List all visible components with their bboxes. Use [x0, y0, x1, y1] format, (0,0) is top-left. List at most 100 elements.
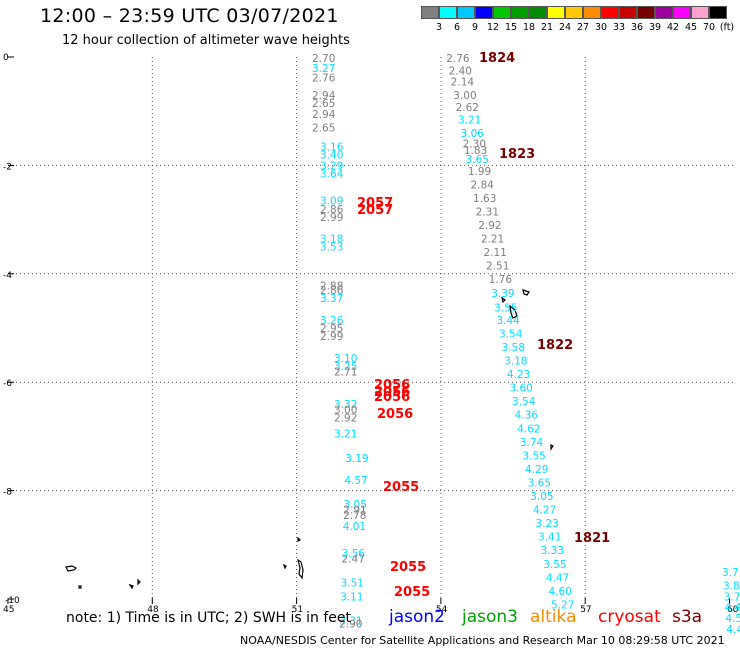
- wave-height-value: 3.09: [320, 196, 343, 208]
- wave-height-value: 3.44: [496, 315, 520, 327]
- wave-height-value: 2.51: [486, 261, 509, 273]
- lon-tick-label: 45: [3, 605, 14, 615]
- wave-height-value: 2.92: [478, 220, 501, 232]
- island-outline: [128, 583, 134, 590]
- pass-time-label: 2055: [383, 480, 419, 495]
- legend-swatch: [457, 6, 475, 19]
- wave-height-value: 3.74: [520, 437, 544, 449]
- map-grid: [8, 57, 736, 598]
- page-title: 12:00 – 23:59 UTC 03/07/2021: [40, 5, 339, 27]
- wave-height-value: 3.41: [538, 532, 561, 544]
- wave-height-value: 2.94: [312, 109, 336, 121]
- legend-label: 15: [504, 22, 518, 33]
- lat-tick-label: -10: [5, 596, 20, 606]
- lat-tick-label: -8: [3, 488, 12, 498]
- wave-height-value: 3.18: [504, 356, 527, 368]
- wave-height-value: 1.76: [489, 274, 513, 286]
- legend-label: 27: [576, 22, 590, 33]
- wave-height-value: 3.11: [340, 591, 363, 603]
- wave-height-value: 2.95: [320, 323, 343, 335]
- wave-height-value: 2.65: [312, 98, 335, 110]
- island-outline: [501, 296, 506, 304]
- wave-height-value: 5.27: [551, 599, 574, 611]
- legend-swatch: [493, 6, 511, 19]
- coastline: [65, 289, 554, 590]
- legend-label: 39: [648, 22, 662, 33]
- legend-swatch: [439, 6, 457, 19]
- wave-height-value: 4.27: [533, 505, 556, 517]
- legend-label: 42: [666, 22, 680, 33]
- mission-cryosat: cryosat: [598, 607, 661, 627]
- legend-label: 45: [684, 22, 698, 33]
- wave-height-value: 3.25: [334, 361, 357, 373]
- wave-height-value: 3.54: [499, 328, 523, 340]
- legend-swatch: [511, 6, 529, 19]
- island-outline: [282, 563, 287, 570]
- wave-height-value: 3.18: [320, 234, 343, 246]
- legend-label: 9: [471, 22, 479, 33]
- footnote: note: 1) Time is in UTC; 2) SWH is in fe…: [66, 610, 352, 626]
- wave-height-value: 2.76: [312, 73, 336, 85]
- wave-height-value: 2.21: [481, 234, 504, 246]
- island-outline: [297, 536, 302, 542]
- wave-height-value: 3.29: [320, 160, 343, 172]
- pass-time-label: 2057: [357, 203, 393, 218]
- lon-tick-label: 54: [436, 605, 448, 615]
- wave-height-value: 3.33: [541, 545, 564, 557]
- island-outline: [78, 585, 82, 589]
- wave-height-value: 3.37: [320, 293, 343, 305]
- legend-label: 36: [630, 22, 644, 33]
- wave-height-value: 2.94: [312, 90, 336, 102]
- lat-tick-label: 0: [3, 53, 9, 63]
- legend-swatch: [601, 6, 619, 19]
- wave-height-value: 4.01: [343, 521, 366, 533]
- wave-height-value: 3.39: [491, 288, 514, 300]
- wave-height-value: 2.92: [334, 412, 357, 424]
- wave-height-value: 3.32: [334, 399, 357, 411]
- pass-time-label: 2056: [374, 385, 410, 400]
- wave-height-value: 2.14: [451, 76, 475, 88]
- wave-height-value: 4.36: [515, 410, 539, 422]
- wave-height-value: 4.41: [726, 624, 740, 636]
- legend-label: 30: [594, 22, 608, 33]
- island-outline: [65, 565, 78, 572]
- wave-height-value: 2.90: [339, 618, 362, 630]
- legend-label: 24: [558, 22, 572, 33]
- legend-label: (ft): [719, 22, 735, 33]
- lon-tick-label: 60: [727, 605, 739, 615]
- legend-swatch: [529, 6, 547, 19]
- wave-height-value: 2.78: [343, 510, 366, 522]
- legend-label: 6: [453, 22, 461, 33]
- wave-height-value: 3.56: [342, 548, 366, 560]
- wave-height-value: 3.58: [502, 342, 525, 354]
- pass-time-label: 1823: [499, 147, 535, 162]
- lat-tick-label: -6: [3, 379, 12, 389]
- wave-height-value: 3.26: [320, 315, 344, 327]
- wave-height-value: 3.7: [722, 567, 739, 579]
- legend-label: 33: [612, 22, 626, 33]
- wave-height-value: 3.21: [458, 114, 481, 126]
- pass-time-label: 1821: [574, 531, 610, 546]
- wave-height-value: 1.99: [468, 166, 491, 178]
- wave-height-value: 3.54: [512, 396, 536, 408]
- mission-jason2: jason2: [389, 607, 445, 627]
- wave-height-value: 2.65: [312, 122, 335, 134]
- wave-height-labels: 2.703.272.762.942.652.942.653.163.403.29…: [312, 53, 740, 636]
- legend-swatch: [655, 6, 673, 19]
- wave-height-value: 3.06: [461, 128, 485, 140]
- wave-height-value: 2.71: [334, 366, 357, 378]
- pass-time-labels: 1824182318221821205720572056205620562056…: [357, 51, 610, 600]
- wave-height-value: 2.30: [463, 139, 486, 151]
- wave-height-value: 3.05: [344, 499, 367, 511]
- wave-height-value: 2.91: [343, 505, 366, 517]
- wave-height-value: 2.40: [449, 66, 472, 78]
- legend-label: 21: [540, 22, 554, 33]
- wave-height-value: 3.16: [320, 141, 344, 153]
- wave-height-value: 3.7: [724, 591, 740, 603]
- wave-height-value: 4.57: [344, 475, 367, 487]
- legend-swatch: [583, 6, 601, 19]
- legend-swatch: [421, 6, 439, 19]
- wave-height-value: 4.23: [507, 369, 530, 381]
- wave-height-value: 2.47: [342, 553, 365, 565]
